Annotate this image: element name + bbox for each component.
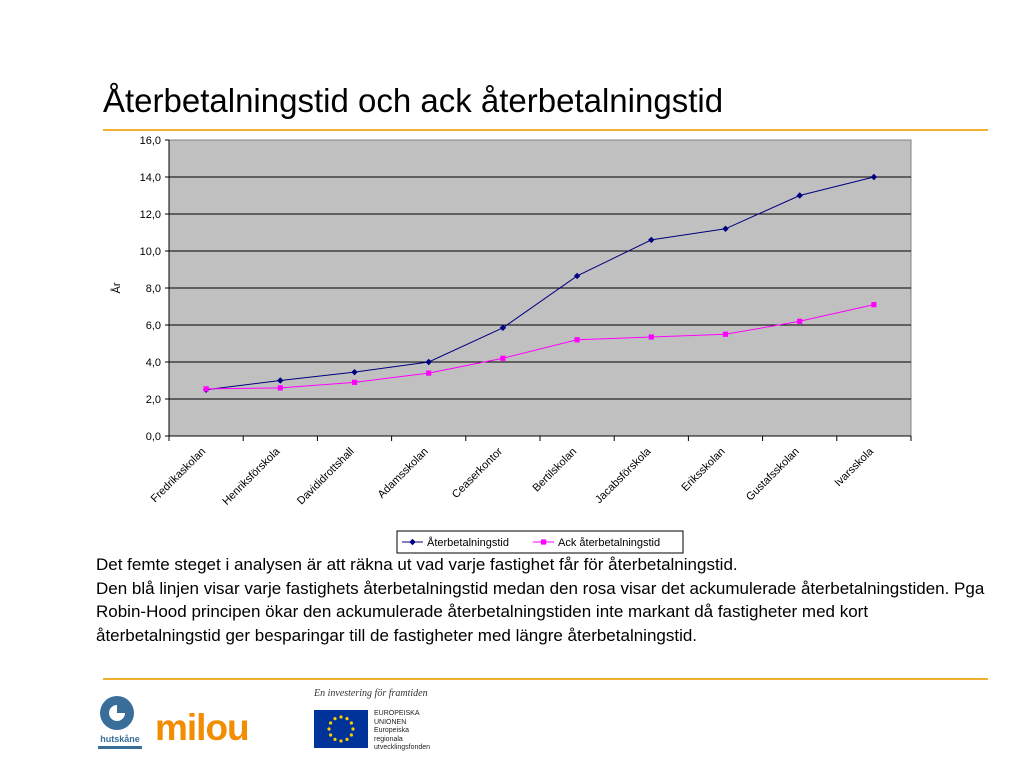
- eu-star: [345, 717, 349, 721]
- data-point-diamond: [351, 368, 358, 376]
- y-tick-label: 2,0: [146, 394, 161, 406]
- data-point-diamond: [499, 324, 507, 331]
- x-tick-label: Bertilskolan: [531, 446, 580, 495]
- data-point-square: [722, 331, 729, 337]
- eu-star: [333, 737, 337, 741]
- data-point-square: [648, 334, 654, 340]
- data-point-diamond: [796, 192, 803, 199]
- y-tick-label: 6,0: [146, 320, 161, 332]
- x-tick-label: Henriksförskola: [220, 445, 283, 508]
- eu-star: [349, 721, 353, 725]
- bottom-divider: [103, 678, 988, 680]
- data-point-square: [351, 379, 358, 385]
- data-point-diamond: [277, 377, 284, 384]
- eu-tagline: En investering för framtiden: [314, 688, 428, 699]
- y-tick-label: 8,0: [146, 283, 161, 295]
- data-point-square: [277, 385, 283, 391]
- y-tick-label: 10,0: [140, 246, 161, 258]
- legend-marker-1: [409, 538, 416, 546]
- x-tick-label: Eriksskolan: [679, 446, 727, 494]
- caption-line-1: Det femte steget i analysen är att räkna…: [96, 555, 738, 574]
- eu-star: [349, 733, 353, 737]
- caption-line-2: Den blå linjen visar varje fastighets åt…: [96, 578, 985, 645]
- x-tick-label: Gustafsskolan: [744, 446, 802, 504]
- data-point-diamond: [648, 236, 655, 244]
- data-point-square: [203, 386, 209, 392]
- eu-star: [339, 715, 343, 719]
- y-tick-label: 4,0: [146, 357, 161, 369]
- top-divider: [103, 129, 988, 131]
- data-point-diamond: [573, 272, 581, 280]
- eu-star: [339, 739, 343, 743]
- x-tick-label: Adamsskolan: [376, 446, 431, 501]
- eu-star: [351, 727, 355, 731]
- data-point-square: [871, 302, 877, 308]
- y-tick-label: 14,0: [140, 172, 161, 184]
- data-point-diamond: [722, 225, 729, 232]
- eu-star: [329, 721, 333, 725]
- data-point-square: [797, 318, 803, 324]
- eu-star: [327, 727, 331, 731]
- caption: Det femte steget i analysen är att räkna…: [96, 553, 996, 647]
- hutskane-text: hutskåne: [100, 734, 140, 744]
- eu-line-3: Europeiska: [374, 727, 410, 735]
- legend-marker-2: [541, 539, 547, 545]
- x-tick-label: Ivarsskola: [833, 445, 877, 489]
- eu-line-5: utvecklingsfonden: [374, 744, 431, 752]
- line-chart: 0,0 2,0 4,0 6,0 8,0 10,0 12,0 14,0 16,0 År Fredrik…: [110, 135, 912, 554]
- legend-label-1: Återbetalningstid: [427, 536, 509, 549]
- data-point-square: [500, 355, 506, 361]
- eu-line-2: UNIONEN: [374, 718, 407, 726]
- data-point-diamond: [425, 358, 432, 366]
- y-axis-label: År: [110, 282, 123, 293]
- milou-logo: milou: [155, 707, 250, 748]
- eu-star: [345, 737, 349, 741]
- data-point-square: [574, 337, 580, 343]
- x-tick-label: Jacabsförskola: [593, 445, 654, 506]
- series-line-2: [206, 304, 875, 390]
- slide-title: Återbetalningstid och ack återbetalnings…: [103, 82, 724, 119]
- hutskane-logo: hutskåne: [98, 696, 142, 749]
- y-tick-label: 0,0: [146, 431, 161, 443]
- legend-label-2: Ack återbetalningstid: [558, 537, 660, 549]
- x-tick-label: Davididrottshall: [295, 446, 357, 508]
- eu-line-4: regionala: [374, 735, 403, 743]
- eu-line-1: EUROPEISKA: [374, 710, 420, 717]
- y-tick-label: 16,0: [140, 135, 161, 147]
- eu-flag-icon: [314, 710, 368, 748]
- eu-text: EUROPEISKA UNIONEN Europeiska regionala …: [374, 710, 430, 753]
- data-point-square: [426, 370, 432, 376]
- x-tick-label: Fredrikaskolan: [149, 446, 208, 505]
- eu-star: [329, 733, 333, 737]
- eu-star: [333, 717, 337, 721]
- series-line-1: [206, 176, 875, 391]
- y-tick-label: 12,0: [140, 209, 161, 221]
- x-tick-label: Ceaserkontor: [450, 445, 505, 500]
